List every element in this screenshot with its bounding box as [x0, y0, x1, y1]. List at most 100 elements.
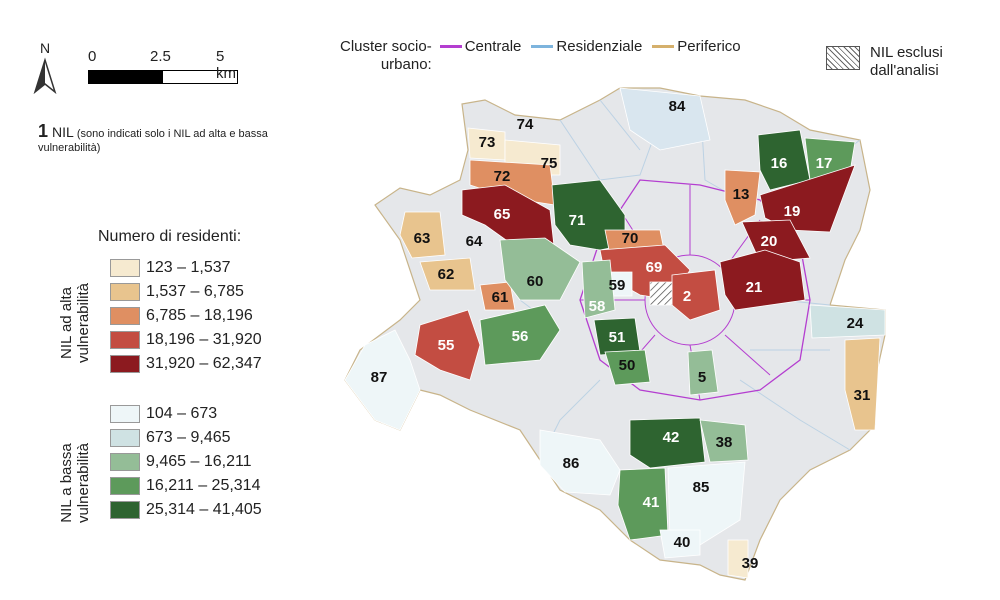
legend-range: 1,537 – 6,785: [146, 283, 244, 300]
legend-row: 25,314 – 41,405: [110, 498, 262, 522]
legend-swatch: [110, 355, 140, 373]
nil-label: 63: [414, 230, 431, 247]
cluster-line-swatch: [439, 45, 462, 48]
nil-label: 60: [527, 273, 544, 290]
nil-polygons: [344, 87, 886, 579]
nil-19: [759, 164, 856, 233]
scale-bar-graphic: [88, 70, 238, 84]
nil-legend: 1 NIL (sono indicati solo i NIL ad alta e…: [38, 121, 328, 155]
nil-label: 38: [716, 434, 733, 451]
nil-label: 42: [663, 429, 680, 446]
legend-swatch: [110, 453, 140, 471]
nil-legend-number: 1: [38, 121, 49, 141]
nil-84: [619, 87, 711, 151]
cluster-title-line1: Cluster socio-: [340, 38, 432, 55]
legend-row: 18,196 – 31,920: [110, 328, 262, 352]
legend-swatch: [110, 307, 140, 325]
nil-label: 71: [569, 212, 586, 229]
centrale-cluster-boundary: [579, 179, 811, 401]
legend-range: 31,920 – 62,347: [146, 355, 262, 372]
nil-label: 17: [816, 155, 833, 172]
cluster-title-line2: urbano:: [380, 56, 432, 73]
north-arrow-icon: [33, 57, 57, 95]
nil-61: [479, 281, 516, 311]
nil-label: 40: [674, 534, 691, 551]
excluded-line2: dall'analisi: [870, 62, 939, 79]
nil-label: 65: [494, 206, 511, 223]
nil-label: 31: [854, 387, 871, 404]
nil-label: 20: [761, 233, 778, 250]
cluster-label: Residenziale: [556, 38, 643, 55]
scale-label-5km: 5 km: [216, 48, 236, 82]
nil-39: [727, 539, 749, 579]
nil-excluded: [649, 281, 673, 306]
scale-label-0: 0: [88, 48, 97, 65]
nil-label: 62: [438, 266, 455, 283]
nil-40: [659, 529, 701, 559]
nil-58: [581, 259, 616, 319]
legend-swatch: [110, 259, 140, 277]
cluster-label: Centrale: [464, 38, 522, 55]
nil-label: 59: [609, 277, 626, 294]
scale-label-2-5: 2.5: [150, 48, 171, 65]
nil-label: 87: [371, 369, 388, 386]
nil-87: [344, 329, 421, 431]
nil-label: 64: [466, 233, 483, 250]
nil-label: 24: [847, 315, 864, 332]
nil-label: 75: [541, 155, 558, 172]
cluster-item-centrale: Centrale: [439, 38, 522, 55]
residents-legend-title: Numero di residenti:: [98, 228, 242, 245]
nil-label: 41: [643, 494, 660, 511]
legend-row: 9,465 – 16,211: [110, 450, 262, 474]
nil-label: 39: [742, 555, 759, 572]
legend-row: 1,537 – 6,785: [110, 280, 262, 304]
nil-24: [809, 304, 886, 339]
legend-row: 6,785 – 18,196: [110, 304, 262, 328]
nil-38: [699, 419, 749, 463]
nil-5: [687, 349, 719, 396]
legend-range: 673 – 9,465: [146, 429, 231, 446]
legend-swatch: [110, 283, 140, 301]
legend-range: 9,465 – 16,211: [146, 453, 252, 470]
legend-row: 16,211 – 25,314: [110, 474, 262, 498]
nil-56: [479, 304, 561, 366]
nil-55: [414, 309, 481, 381]
nil-label: 70: [622, 230, 639, 247]
scale-bar: 0 2.5 5 km: [88, 48, 248, 84]
cluster-line-swatch: [531, 45, 554, 48]
nil-legend-label: NIL: [52, 124, 74, 140]
nil-label: 13: [733, 186, 750, 203]
legend-row: 673 – 9,465: [110, 426, 262, 450]
nil-21: [719, 249, 806, 311]
legend-range: 16,211 – 25,314: [146, 477, 261, 494]
nil-label: 50: [619, 357, 636, 374]
nil-label: 85: [693, 479, 710, 496]
excluded-legend: NIL esclusi dall'analisi: [826, 44, 943, 80]
hatch-swatch: [826, 46, 860, 70]
nil-label: 16: [771, 155, 788, 172]
nil-label: 61: [492, 289, 509, 306]
legend-row: 31,920 – 62,347: [110, 352, 262, 376]
nil-label: 84: [669, 98, 686, 115]
nil-86: [539, 429, 621, 496]
cluster-item-residenziale: Residenziale: [531, 38, 642, 55]
nil-42: [629, 417, 706, 469]
excluded-line1: NIL esclusi: [870, 44, 943, 61]
nil-label: 55: [438, 337, 455, 354]
high-vulnerability-legend: 123 – 1,537 1,537 – 6,785 6,785 – 18,196…: [110, 256, 262, 376]
legend-swatch: [110, 405, 140, 423]
nil-60: [499, 237, 581, 301]
nil-label: 86: [563, 455, 580, 472]
nil-label: 56: [512, 328, 529, 345]
nil-label: 2: [683, 288, 691, 305]
legend-swatch: [110, 331, 140, 349]
nil-label: 74: [517, 116, 534, 133]
cluster-line-swatch: [652, 45, 675, 48]
nil-63: [399, 211, 446, 259]
nil-label: 19: [784, 203, 801, 220]
nil-label: 21: [746, 279, 763, 296]
legend-range: 104 – 673: [146, 405, 218, 422]
nil-31: [844, 337, 881, 431]
legend-swatch: [110, 429, 140, 447]
